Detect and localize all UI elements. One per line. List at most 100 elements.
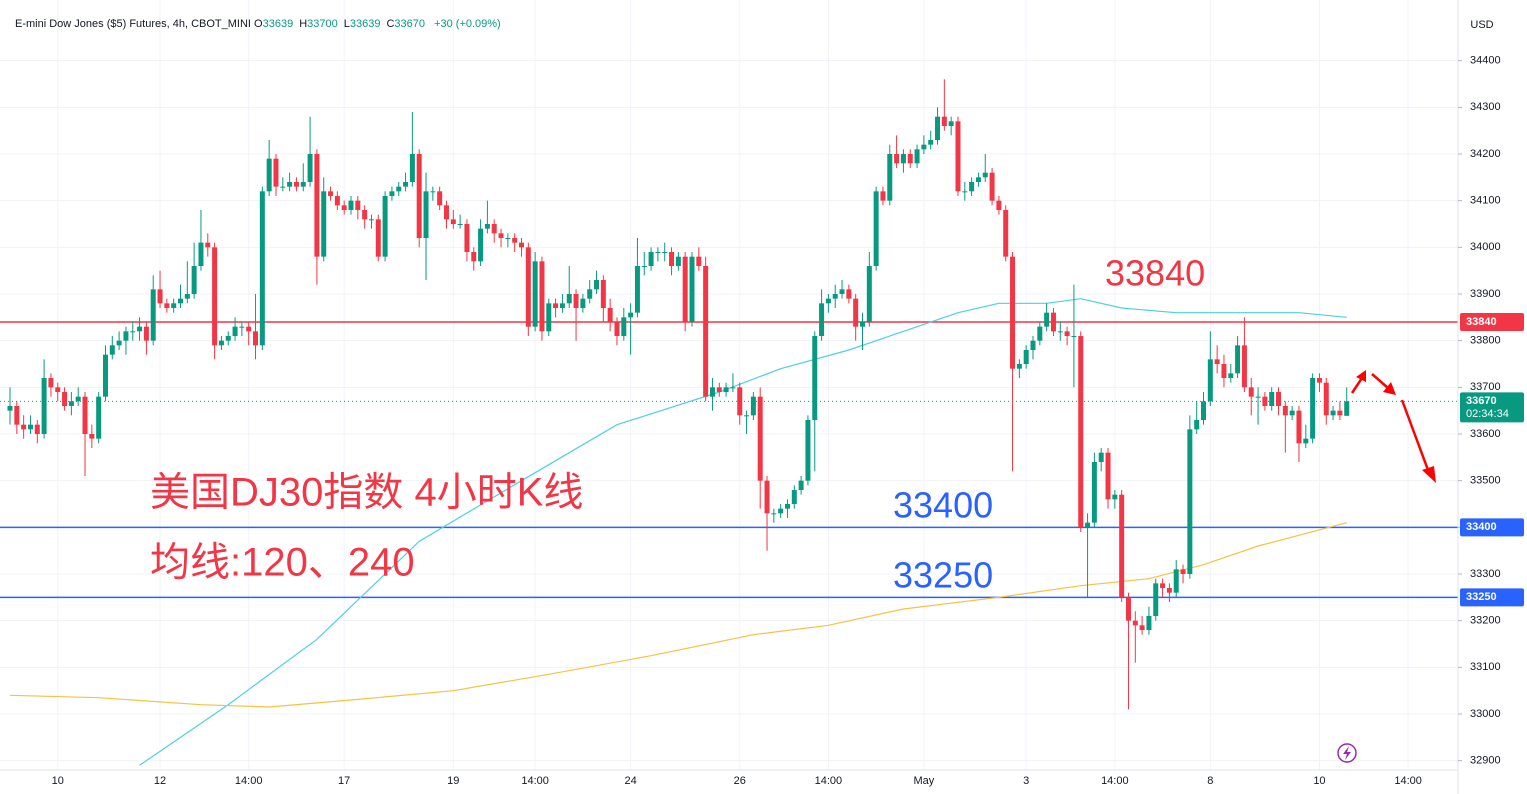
candle-body (334, 196, 340, 206)
ohlc-value: 33700 (307, 18, 338, 30)
x-tick-label: 10 (1313, 775, 1325, 787)
candle-body (662, 252, 668, 253)
candle-body (709, 387, 715, 397)
level-annotation: 33250 (893, 555, 993, 596)
candle-body (82, 396, 88, 434)
candle-body (464, 224, 470, 252)
candle-body (259, 191, 265, 346)
candle-body (730, 387, 736, 389)
candle-body (314, 154, 320, 257)
candle-body (505, 238, 511, 239)
candle-body (307, 154, 313, 182)
candle-body (443, 205, 449, 220)
y-tick-label: 34300 (1470, 101, 1501, 113)
candle-body (287, 182, 293, 187)
candle-body (171, 303, 177, 308)
candle-body (566, 294, 572, 304)
x-tick-label: 14:00 (815, 775, 843, 787)
candle-body (389, 191, 395, 196)
candle-body (559, 303, 565, 308)
x-tick-label: 26 (734, 775, 746, 787)
candle-body (102, 354, 108, 397)
price-tag (1460, 313, 1524, 331)
candle-body (914, 149, 920, 164)
candle-body (48, 378, 54, 388)
candle-body (1030, 340, 1036, 350)
y-tick-label: 33200 (1470, 615, 1501, 627)
candle-body (989, 172, 995, 201)
candle-body (280, 186, 286, 188)
candle-body (450, 219, 456, 224)
candle-body (1112, 494, 1118, 500)
annotation: 美国DJ30指数 4小时K线 (150, 471, 583, 515)
candle-body (41, 378, 47, 434)
candle-body (123, 331, 129, 341)
candle-body (1262, 396, 1268, 406)
candle-body (703, 266, 709, 397)
icon-circle (1337, 743, 1357, 763)
candle-body (1344, 401, 1350, 416)
candle-body (130, 331, 136, 333)
candle-body (866, 266, 872, 322)
candle-body (1330, 410, 1336, 416)
candle-body (1037, 326, 1043, 341)
candle-body (1078, 336, 1084, 528)
candle-body (1235, 345, 1241, 374)
candle-body (1139, 625, 1145, 630)
candle-body (894, 154, 900, 164)
candle-body (1125, 597, 1131, 621)
candle-body (409, 154, 415, 182)
candle-body (355, 200, 361, 210)
x-tick-label: 8 (1207, 775, 1213, 787)
alert-icon[interactable] (1337, 743, 1357, 763)
candle-body (191, 266, 197, 294)
candle-body (546, 303, 552, 332)
candle-body (982, 172, 988, 178)
candle-body (1221, 364, 1227, 378)
candle-body (1323, 382, 1329, 416)
candle-body (137, 326, 143, 332)
candle-body (532, 261, 538, 327)
candle-body (723, 387, 729, 392)
price-tag (1460, 392, 1524, 423)
x-tick-label: 14:00 (521, 775, 549, 787)
candle-body (1248, 387, 1254, 397)
ohlc-values: O33639 H33700 L33639 C33670 (254, 18, 431, 30)
candle-body (157, 289, 163, 304)
x-tick-label: 14:00 (1101, 775, 1129, 787)
candle-body (348, 200, 354, 210)
candle-body (1303, 438, 1309, 444)
candle-body (471, 252, 477, 262)
candle-body (675, 256, 681, 266)
candle-body (1201, 401, 1206, 420)
ohlc-value: 33639 (349, 18, 381, 30)
candle-body (1023, 350, 1029, 364)
candles (7, 79, 1350, 710)
candle-body (1091, 462, 1097, 523)
candle-body (362, 210, 368, 220)
y-tick-label: 34200 (1470, 148, 1501, 160)
candle-body (900, 154, 906, 164)
candle-body (853, 298, 859, 327)
candle-body (1269, 392, 1275, 406)
candle-body (655, 252, 661, 253)
candle-body (1282, 406, 1288, 416)
moving-average-line (9, 522, 1347, 708)
candle-body (996, 200, 1002, 210)
x-tick-label: 17 (338, 775, 350, 787)
candle-body (641, 266, 647, 267)
candle-body (948, 121, 954, 126)
candle-body (96, 396, 102, 439)
candle-body (1064, 331, 1070, 336)
x-tick-label: 14:00 (1394, 775, 1422, 787)
candle-body (614, 322, 620, 336)
candle-body (825, 298, 831, 304)
y-tick-label: 33900 (1470, 288, 1501, 300)
candle-body (689, 256, 695, 322)
candle-body (1153, 583, 1159, 616)
candle-body (1207, 359, 1213, 402)
candle-body (600, 280, 606, 308)
countdown: 02:34:34 (1466, 408, 1509, 420)
candle-body (1337, 410, 1343, 416)
candle-body (962, 191, 968, 193)
